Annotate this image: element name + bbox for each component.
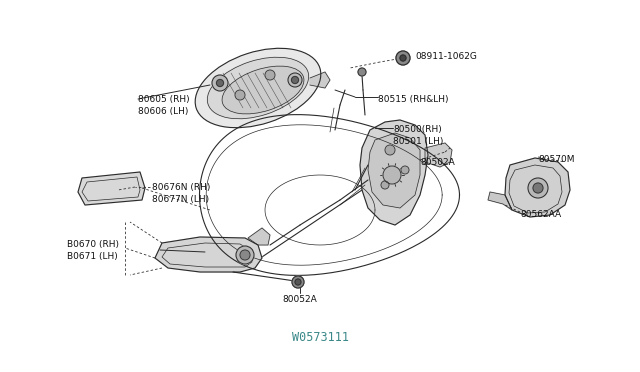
Text: 80500(RH): 80500(RH) [393,125,442,134]
Polygon shape [248,228,270,245]
Circle shape [265,70,275,80]
Circle shape [533,183,543,193]
Text: 08911-1062G: 08911-1062G [415,52,477,61]
Circle shape [292,276,304,288]
Circle shape [236,246,254,264]
Circle shape [358,68,366,76]
Circle shape [291,77,298,83]
Text: 80501 (LH): 80501 (LH) [393,137,444,146]
Circle shape [385,145,395,155]
Polygon shape [310,72,330,88]
Polygon shape [360,120,428,225]
Text: B0671 (LH): B0671 (LH) [67,252,118,261]
Ellipse shape [207,57,308,119]
Circle shape [381,181,389,189]
Text: 80605 (RH): 80605 (RH) [138,95,189,104]
Polygon shape [155,237,262,272]
Text: B0670 (RH): B0670 (RH) [67,240,119,249]
Circle shape [212,75,228,91]
Circle shape [528,178,548,198]
Ellipse shape [222,66,304,114]
Text: 80606 (LH): 80606 (LH) [138,107,188,116]
Circle shape [396,51,410,65]
Text: 80676N (RH): 80676N (RH) [152,183,211,192]
Text: W0573111: W0573111 [291,331,349,344]
Text: 80052A: 80052A [283,295,317,304]
Polygon shape [488,192,512,210]
Text: 80502A: 80502A [420,158,455,167]
Text: 80677N (LH): 80677N (LH) [152,195,209,204]
Polygon shape [78,172,145,205]
Circle shape [383,166,401,184]
Circle shape [400,55,406,61]
Text: 80515 (RH&LH): 80515 (RH&LH) [378,95,449,104]
Circle shape [288,73,302,87]
Circle shape [216,80,223,87]
Polygon shape [425,143,452,167]
Text: 80562AA: 80562AA [520,210,561,219]
Circle shape [240,250,250,260]
Polygon shape [368,133,420,208]
Polygon shape [505,158,570,217]
Circle shape [401,166,409,174]
Ellipse shape [195,48,321,128]
Circle shape [295,279,301,285]
Text: 80570M: 80570M [538,155,575,164]
Circle shape [235,90,245,100]
